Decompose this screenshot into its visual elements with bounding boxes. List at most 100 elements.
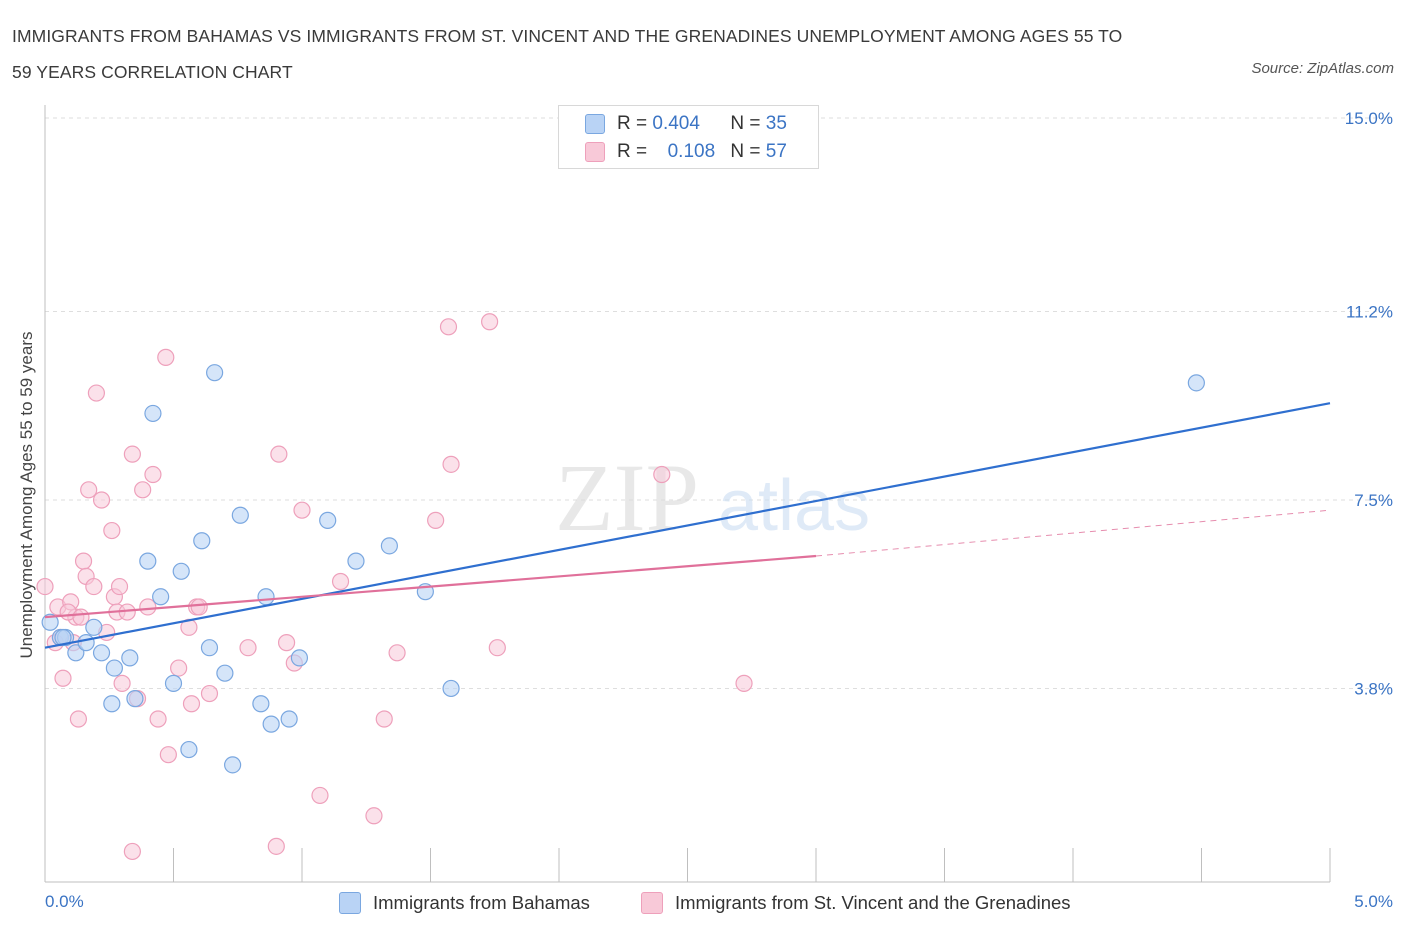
legend-r-value: 0.108 — [667, 141, 716, 162]
data-point-svg — [735, 674, 753, 692]
data-point-bahamas — [172, 562, 190, 580]
data-point-svg — [200, 684, 219, 703]
legend-row-bahamas: R = 0.404 N = 35 — [585, 111, 787, 137]
data-point-svg — [653, 465, 671, 484]
data-point-bahamas — [85, 618, 103, 636]
data-point-svg — [182, 695, 201, 713]
data-point-svg — [110, 577, 129, 596]
data-point-bahamas — [280, 710, 298, 728]
legend-row-svg: R = 0.108 N = 57 — [585, 139, 787, 165]
data-point-bahamas — [200, 639, 219, 657]
data-point-svg — [170, 659, 188, 677]
data-point-svg — [134, 481, 152, 499]
data-point-svg — [190, 598, 208, 616]
data-point-bahamas — [144, 404, 162, 423]
data-point-svg — [488, 639, 506, 657]
data-point-svg — [113, 674, 131, 692]
trend-line-svg-extension — [815, 509, 1331, 557]
stats-legend: R = 0.404 N = 35 R = 0.108 N = 57 — [558, 105, 819, 169]
data-point-svg — [149, 710, 167, 728]
legend-n-label: N = — [730, 141, 761, 162]
data-point-bahamas — [206, 364, 224, 382]
data-point-svg — [139, 598, 157, 616]
data-point-svg — [388, 644, 406, 662]
data-point-bahamas — [252, 695, 270, 713]
bottom-legend-swatch-pink — [641, 892, 663, 914]
legend-n-value: 57 — [765, 141, 787, 162]
data-point-bahamas — [257, 588, 275, 606]
legend-n-value: 35 — [765, 113, 787, 134]
data-point-bahamas — [67, 644, 85, 662]
data-point-svg — [159, 746, 177, 764]
bottom-legend-svg: Immigrants from St. Vincent and the Gren… — [641, 890, 1071, 916]
data-point-bahamas — [216, 664, 234, 682]
series-bahamas-points — [41, 364, 1205, 774]
watermark: ZIP atlas — [555, 444, 870, 551]
data-point-svg — [270, 445, 288, 463]
data-point-bahamas — [54, 628, 72, 647]
data-point-bahamas — [347, 552, 365, 570]
chart-title-line1: IMMIGRANTS FROM BAHAMAS VS IMMIGRANTS FR… — [12, 26, 1123, 46]
series-svg-points — [36, 313, 753, 861]
data-point-svg — [331, 572, 350, 591]
data-point-bahamas — [442, 679, 460, 698]
y-tick-label: 15.0% — [1345, 109, 1393, 128]
legend-n-label: N = — [730, 113, 761, 134]
data-point-svg — [69, 710, 88, 728]
chart-title: IMMIGRANTS FROM BAHAMAS VS IMMIGRANTS FR… — [12, 18, 1212, 90]
data-point-bahamas — [139, 552, 157, 570]
data-point-svg — [481, 313, 499, 331]
grid-lines — [45, 117, 1390, 689]
y-tick-label: 7.5% — [1354, 491, 1393, 510]
tick-labels: 3.8% 7.5% 11.2% 15.0% 0.0% 5.0% — [45, 109, 1393, 911]
data-point-bahamas — [164, 674, 183, 692]
data-point-svg — [439, 318, 458, 336]
data-point-svg — [157, 348, 175, 366]
trend-line-svg — [44, 554, 817, 619]
data-point-bahamas — [105, 659, 123, 677]
data-point-svg — [311, 786, 329, 805]
data-point-svg — [442, 455, 460, 473]
legend-swatch-pink — [585, 142, 605, 162]
data-point-svg — [87, 384, 106, 402]
data-point-bahamas — [92, 644, 111, 662]
trend-lines — [44, 402, 1331, 649]
y-tick-label: 11.2% — [1346, 303, 1393, 322]
data-point-svg — [80, 481, 98, 499]
x-tick-label: 0.0% — [45, 892, 84, 911]
data-point-svg — [427, 511, 445, 529]
data-point-svg — [103, 521, 121, 540]
legend-r-value: 0.404 — [652, 113, 700, 134]
data-point-bahamas — [121, 649, 139, 667]
bottom-legend-bahamas: Immigrants from Bahamas — [339, 890, 590, 916]
data-point-svg — [92, 491, 111, 509]
data-point-bahamas — [103, 695, 121, 713]
data-point-bahamas — [231, 506, 249, 524]
bottom-legend-label-bahamas: Immigrants from Bahamas — [373, 892, 590, 913]
legend-swatch-blue — [585, 114, 605, 134]
y-axis-label: Unemployment Among Ages 55 to 59 years — [17, 331, 36, 659]
axes — [44, 105, 1331, 883]
data-point-bahamas — [126, 690, 144, 708]
data-point-svg — [36, 577, 54, 596]
data-point-svg — [239, 639, 257, 657]
data-point-bahamas — [319, 511, 337, 529]
legend-r-label: R = — [617, 113, 648, 134]
data-point-svg — [375, 710, 393, 728]
trend-line-bahamas — [44, 402, 1331, 649]
data-point-bahamas — [1187, 374, 1205, 392]
data-point-bahamas — [180, 740, 198, 759]
data-point-bahamas — [380, 537, 398, 555]
data-point-svg — [74, 552, 93, 570]
data-point-svg — [123, 842, 141, 861]
data-point-bahamas — [290, 649, 309, 667]
data-point-bahamas — [41, 613, 59, 631]
legend-r-label: R = — [617, 141, 648, 162]
bottom-legend-label-svg: Immigrants from St. Vincent and the Gren… — [675, 892, 1071, 913]
data-point-svg — [144, 465, 162, 484]
data-point-svg — [293, 501, 311, 519]
data-point-svg — [54, 669, 72, 687]
data-point-svg — [277, 634, 296, 652]
data-point-svg — [365, 807, 383, 825]
